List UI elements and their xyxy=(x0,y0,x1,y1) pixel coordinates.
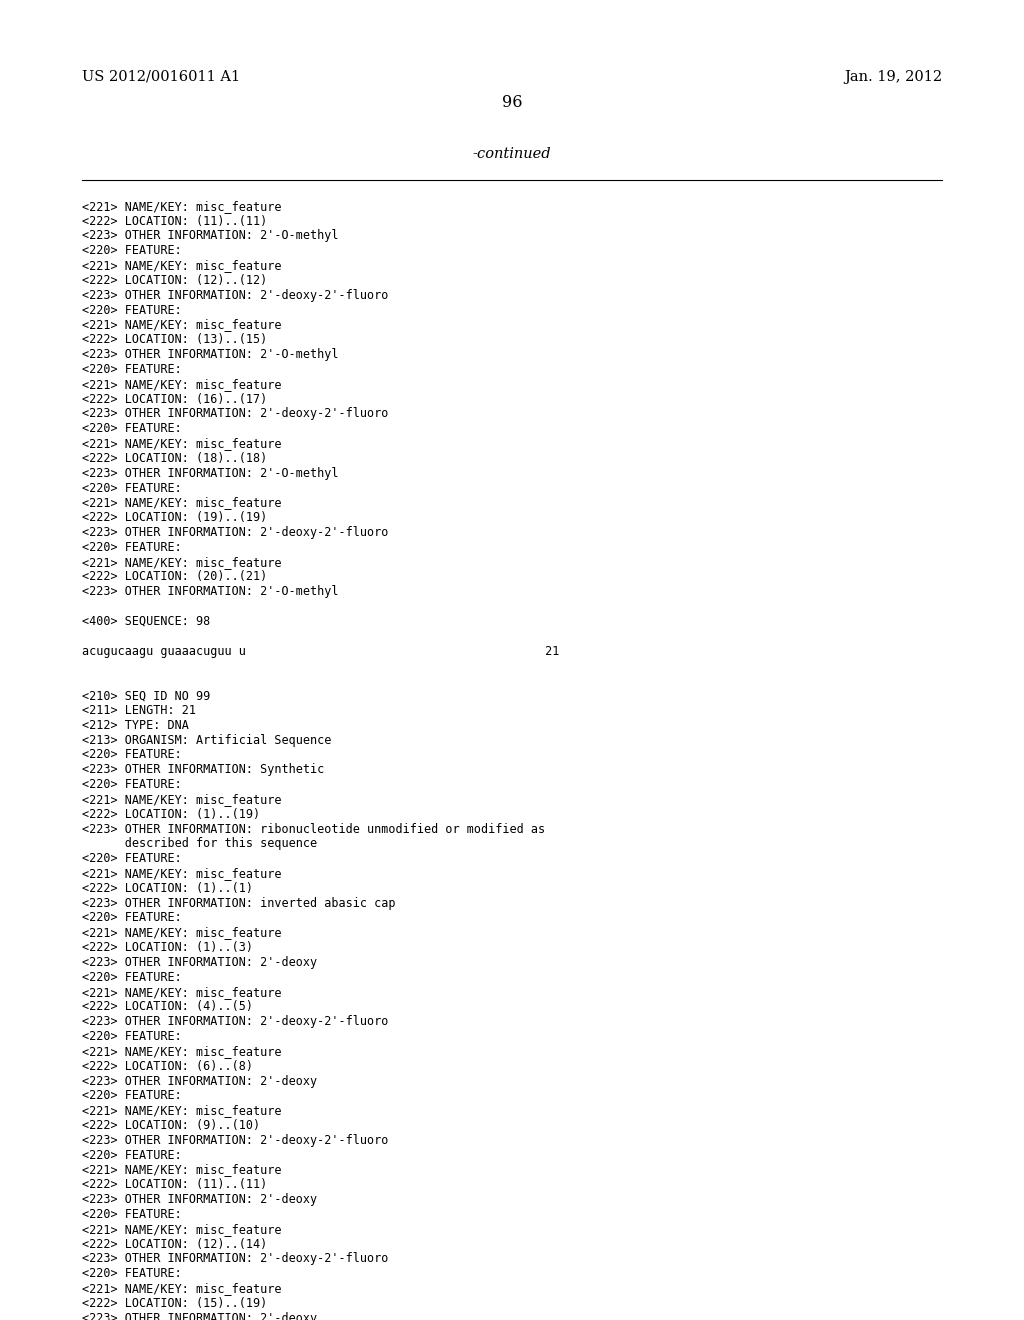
Text: <222> LOCATION: (1)..(19): <222> LOCATION: (1)..(19) xyxy=(82,808,260,821)
Text: 96: 96 xyxy=(502,94,522,111)
Text: <222> LOCATION: (1)..(1): <222> LOCATION: (1)..(1) xyxy=(82,882,253,895)
Text: <220> FEATURE:: <220> FEATURE: xyxy=(82,853,181,865)
Text: <223> OTHER INFORMATION: 2'-deoxy: <223> OTHER INFORMATION: 2'-deoxy xyxy=(82,1074,317,1088)
Text: <223> OTHER INFORMATION: 2'-deoxy-2'-fluoro: <223> OTHER INFORMATION: 2'-deoxy-2'-flu… xyxy=(82,408,388,420)
Text: <220> FEATURE:: <220> FEATURE: xyxy=(82,777,181,791)
Text: <221> NAME/KEY: misc_feature: <221> NAME/KEY: misc_feature xyxy=(82,318,282,331)
Text: <220> FEATURE:: <220> FEATURE: xyxy=(82,541,181,554)
Text: <223> OTHER INFORMATION: 2'-deoxy-2'-fluoro: <223> OTHER INFORMATION: 2'-deoxy-2'-flu… xyxy=(82,1134,388,1147)
Text: described for this sequence: described for this sequence xyxy=(82,837,317,850)
Text: <223> OTHER INFORMATION: 2'-deoxy: <223> OTHER INFORMATION: 2'-deoxy xyxy=(82,956,317,969)
Text: <221> NAME/KEY: misc_feature: <221> NAME/KEY: misc_feature xyxy=(82,1105,282,1117)
Text: <221> NAME/KEY: misc_feature: <221> NAME/KEY: misc_feature xyxy=(82,1163,282,1176)
Text: <222> LOCATION: (19)..(19): <222> LOCATION: (19)..(19) xyxy=(82,511,267,524)
Text: <221> NAME/KEY: misc_feature: <221> NAME/KEY: misc_feature xyxy=(82,496,282,510)
Text: <222> LOCATION: (16)..(17): <222> LOCATION: (16)..(17) xyxy=(82,392,267,405)
Text: <211> LENGTH: 21: <211> LENGTH: 21 xyxy=(82,704,196,717)
Text: <222> LOCATION: (15)..(19): <222> LOCATION: (15)..(19) xyxy=(82,1298,267,1309)
Text: <223> OTHER INFORMATION: inverted abasic cap: <223> OTHER INFORMATION: inverted abasic… xyxy=(82,896,395,909)
Text: <221> NAME/KEY: misc_feature: <221> NAME/KEY: misc_feature xyxy=(82,986,282,999)
Text: <400> SEQUENCE: 98: <400> SEQUENCE: 98 xyxy=(82,615,210,628)
Text: US 2012/0016011 A1: US 2012/0016011 A1 xyxy=(82,70,240,83)
Text: <223> OTHER INFORMATION: 2'-O-methyl: <223> OTHER INFORMATION: 2'-O-methyl xyxy=(82,348,338,362)
Text: <222> LOCATION: (6)..(8): <222> LOCATION: (6)..(8) xyxy=(82,1060,253,1073)
Text: <222> LOCATION: (11)..(11): <222> LOCATION: (11)..(11) xyxy=(82,1179,267,1192)
Text: <222> LOCATION: (1)..(3): <222> LOCATION: (1)..(3) xyxy=(82,941,253,954)
Text: <223> OTHER INFORMATION: 2'-deoxy-2'-fluoro: <223> OTHER INFORMATION: 2'-deoxy-2'-flu… xyxy=(82,1015,388,1028)
Text: <222> LOCATION: (13)..(15): <222> LOCATION: (13)..(15) xyxy=(82,333,267,346)
Text: <220> FEATURE:: <220> FEATURE: xyxy=(82,912,181,924)
Text: <220> FEATURE:: <220> FEATURE: xyxy=(82,304,181,317)
Text: <221> NAME/KEY: misc_feature: <221> NAME/KEY: misc_feature xyxy=(82,556,282,569)
Text: <220> FEATURE:: <220> FEATURE: xyxy=(82,422,181,436)
Text: <220> FEATURE:: <220> FEATURE: xyxy=(82,363,181,376)
Text: <210> SEQ ID NO 99: <210> SEQ ID NO 99 xyxy=(82,689,210,702)
Text: <222> LOCATION: (11)..(11): <222> LOCATION: (11)..(11) xyxy=(82,215,267,227)
Text: <222> LOCATION: (20)..(21): <222> LOCATION: (20)..(21) xyxy=(82,570,267,583)
Text: <222> LOCATION: (12)..(12): <222> LOCATION: (12)..(12) xyxy=(82,275,267,286)
Text: <223> OTHER INFORMATION: Synthetic: <223> OTHER INFORMATION: Synthetic xyxy=(82,763,325,776)
Text: <223> OTHER INFORMATION: 2'-O-methyl: <223> OTHER INFORMATION: 2'-O-methyl xyxy=(82,230,338,243)
Text: <221> NAME/KEY: misc_feature: <221> NAME/KEY: misc_feature xyxy=(82,199,282,213)
Text: <220> FEATURE:: <220> FEATURE: xyxy=(82,1267,181,1280)
Text: acugucaagu guaaacuguu u                                          21: acugucaagu guaaacuguu u 21 xyxy=(82,644,559,657)
Text: <222> LOCATION: (9)..(10): <222> LOCATION: (9)..(10) xyxy=(82,1119,260,1133)
Text: <223> OTHER INFORMATION: 2'-deoxy: <223> OTHER INFORMATION: 2'-deoxy xyxy=(82,1193,317,1206)
Text: <221> NAME/KEY: misc_feature: <221> NAME/KEY: misc_feature xyxy=(82,867,282,880)
Text: <223> OTHER INFORMATION: ribonucleotide unmodified or modified as: <223> OTHER INFORMATION: ribonucleotide … xyxy=(82,822,545,836)
Text: <222> LOCATION: (4)..(5): <222> LOCATION: (4)..(5) xyxy=(82,1001,253,1014)
Text: <223> OTHER INFORMATION: 2'-deoxy-2'-fluoro: <223> OTHER INFORMATION: 2'-deoxy-2'-flu… xyxy=(82,1253,388,1266)
Text: <213> ORGANISM: Artificial Sequence: <213> ORGANISM: Artificial Sequence xyxy=(82,734,332,747)
Text: <222> LOCATION: (12)..(14): <222> LOCATION: (12)..(14) xyxy=(82,1238,267,1250)
Text: <220> FEATURE:: <220> FEATURE: xyxy=(82,1089,181,1102)
Text: <220> FEATURE:: <220> FEATURE: xyxy=(82,482,181,495)
Text: <220> FEATURE:: <220> FEATURE: xyxy=(82,748,181,762)
Text: <220> FEATURE:: <220> FEATURE: xyxy=(82,1030,181,1043)
Text: <222> LOCATION: (18)..(18): <222> LOCATION: (18)..(18) xyxy=(82,451,267,465)
Text: <221> NAME/KEY: misc_feature: <221> NAME/KEY: misc_feature xyxy=(82,437,282,450)
Text: <220> FEATURE:: <220> FEATURE: xyxy=(82,1208,181,1221)
Text: <221> NAME/KEY: misc_feature: <221> NAME/KEY: misc_feature xyxy=(82,1045,282,1057)
Text: <221> NAME/KEY: misc_feature: <221> NAME/KEY: misc_feature xyxy=(82,1282,282,1295)
Text: <221> NAME/KEY: misc_feature: <221> NAME/KEY: misc_feature xyxy=(82,378,282,391)
Text: <223> OTHER INFORMATION: 2'-deoxy-2'-fluoro: <223> OTHER INFORMATION: 2'-deoxy-2'-flu… xyxy=(82,525,388,539)
Text: Jan. 19, 2012: Jan. 19, 2012 xyxy=(844,70,942,83)
Text: <223> OTHER INFORMATION: 2'-deoxy: <223> OTHER INFORMATION: 2'-deoxy xyxy=(82,1312,317,1320)
Text: -continued: -continued xyxy=(473,147,551,161)
Text: <212> TYPE: DNA: <212> TYPE: DNA xyxy=(82,718,188,731)
Text: <220> FEATURE:: <220> FEATURE: xyxy=(82,1148,181,1162)
Text: <221> NAME/KEY: misc_feature: <221> NAME/KEY: misc_feature xyxy=(82,793,282,807)
Text: <221> NAME/KEY: misc_feature: <221> NAME/KEY: misc_feature xyxy=(82,259,282,272)
Text: <220> FEATURE:: <220> FEATURE: xyxy=(82,244,181,257)
Text: <223> OTHER INFORMATION: 2'-O-methyl: <223> OTHER INFORMATION: 2'-O-methyl xyxy=(82,585,338,598)
Text: <221> NAME/KEY: misc_feature: <221> NAME/KEY: misc_feature xyxy=(82,927,282,940)
Text: <221> NAME/KEY: misc_feature: <221> NAME/KEY: misc_feature xyxy=(82,1222,282,1236)
Text: <220> FEATURE:: <220> FEATURE: xyxy=(82,970,181,983)
Text: <223> OTHER INFORMATION: 2'-O-methyl: <223> OTHER INFORMATION: 2'-O-methyl xyxy=(82,467,338,479)
Text: <223> OTHER INFORMATION: 2'-deoxy-2'-fluoro: <223> OTHER INFORMATION: 2'-deoxy-2'-flu… xyxy=(82,289,388,302)
